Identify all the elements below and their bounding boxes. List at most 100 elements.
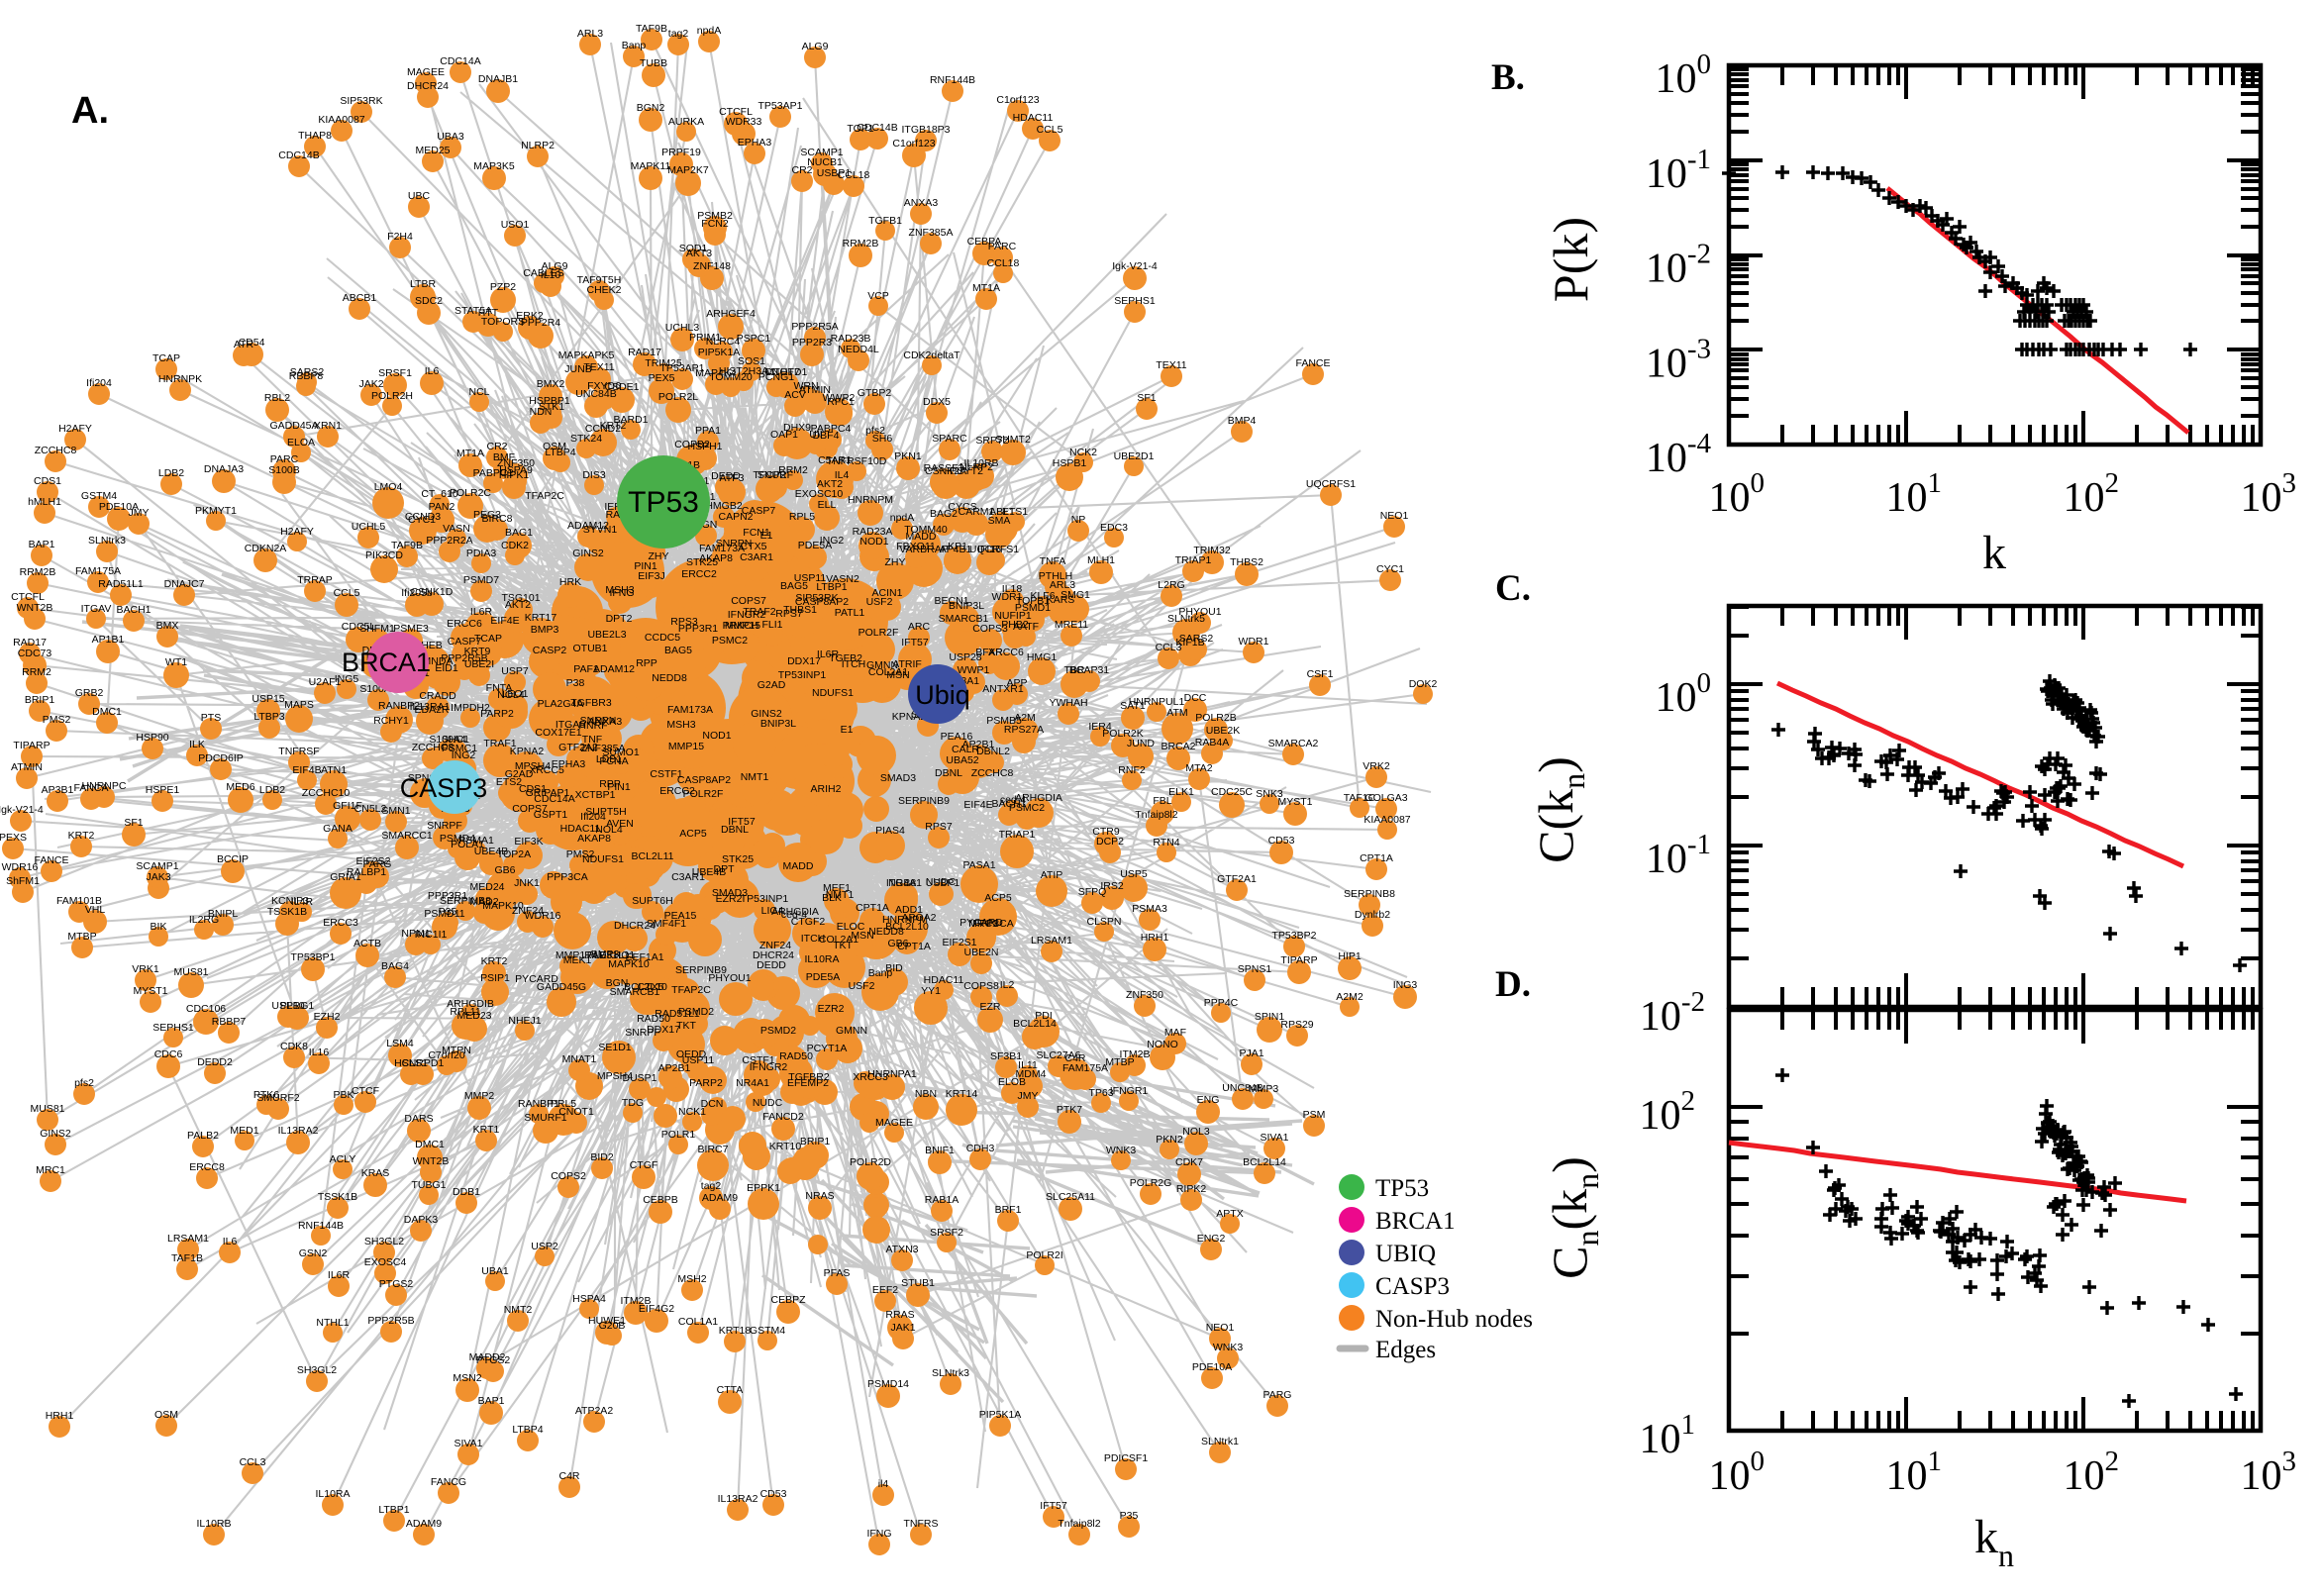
svg-text:UBE4B: UBE4B — [474, 846, 508, 857]
svg-text:ARHGEF4: ARHGEF4 — [706, 308, 756, 320]
svg-text:XRCC5: XRCC5 — [529, 764, 564, 776]
svg-text:PJA1: PJA1 — [1239, 1047, 1263, 1059]
svg-text:HNRNPUL1: HNRNPUL1 — [1129, 696, 1185, 708]
svg-text:UBE2L3: UBE2L3 — [587, 629, 626, 641]
svg-text:COPB2: COPB2 — [674, 439, 710, 450]
svg-text:BAG2: BAG2 — [930, 508, 958, 520]
svg-text:PSMD14: PSMD14 — [867, 1378, 909, 1390]
svg-text:MYST1: MYST1 — [133, 985, 167, 997]
svg-text:CDC5L: CDC5L — [342, 621, 376, 633]
svg-text:SOS1: SOS1 — [738, 355, 765, 367]
svg-text:CCDC5: CCDC5 — [645, 632, 680, 644]
svg-text:IRS2: IRS2 — [1100, 880, 1124, 892]
svg-text:BNIP3L: BNIP3L — [949, 600, 984, 612]
svg-text:IL10RA: IL10RA — [804, 953, 839, 965]
svg-text:EDA2R: EDA2R — [414, 704, 449, 716]
svg-text:PFAS: PFAS — [824, 1267, 851, 1279]
svg-text:S100A4: S100A4 — [429, 734, 466, 746]
svg-text:RRM2B: RRM2B — [843, 238, 879, 249]
svg-text:PMS2: PMS2 — [43, 714, 71, 726]
svg-text:D.: D. — [1495, 964, 1531, 1005]
svg-text:VHL: VHL — [85, 904, 106, 916]
svg-text:CTGF: CTGF — [630, 1159, 658, 1171]
svg-text:POLR2F: POLR2F — [858, 627, 899, 639]
svg-text:AKT2: AKT2 — [817, 478, 843, 490]
svg-text:P(k): P(k) — [1543, 217, 1598, 302]
svg-text:STUB1: STUB1 — [901, 1277, 935, 1289]
svg-text:RAD23B: RAD23B — [831, 333, 871, 345]
svg-text:RRM2: RRM2 — [778, 464, 808, 476]
svg-text:PSMB5: PSMB5 — [986, 715, 1022, 727]
svg-text:SLNtrk5: SLNtrk5 — [1167, 613, 1205, 625]
svg-text:TKT: TKT — [833, 940, 853, 951]
svg-text:EIF4E: EIF4E — [963, 799, 992, 811]
svg-text:DUSP1: DUSP1 — [622, 1072, 656, 1084]
svg-text:TGFBR2: TGFBR2 — [788, 1071, 830, 1083]
svg-text:YWHAH: YWHAH — [1049, 697, 1087, 709]
svg-text:MSN2: MSN2 — [453, 1372, 481, 1384]
svg-text:COPS7: COPS7 — [512, 803, 548, 815]
svg-text:LTBP3: LTBP3 — [253, 711, 284, 723]
svg-text:FANCE: FANCE — [1295, 357, 1330, 369]
svg-text:RPS7: RPS7 — [775, 608, 803, 620]
svg-text:PIP5K1A: PIP5K1A — [979, 1409, 1022, 1421]
svg-text:RIPK2: RIPK2 — [1176, 1183, 1207, 1195]
svg-text:CSDE1: CSDE1 — [604, 381, 639, 393]
svg-text:WNK3: WNK3 — [1106, 1145, 1136, 1156]
svg-text:UBE2D1: UBE2D1 — [1114, 450, 1155, 462]
svg-text:ING3: ING3 — [1393, 979, 1418, 991]
svg-text:GB6: GB6 — [887, 938, 908, 949]
svg-text:HCLS1: HCLS1 — [394, 1057, 428, 1069]
svg-text:SNRPF: SNRPF — [625, 1027, 660, 1039]
svg-text:HSPA9: HSPA9 — [499, 464, 533, 476]
svg-text:BCAP31: BCAP31 — [1069, 664, 1109, 676]
svg-text:MSH2: MSH2 — [677, 1273, 706, 1285]
svg-text:CLSPN: CLSPN — [1086, 916, 1121, 928]
svg-text:TIPARP: TIPARP — [1280, 954, 1317, 966]
svg-text:ENG2: ENG2 — [1197, 1233, 1226, 1245]
svg-text:CDC14B: CDC14B — [857, 122, 897, 134]
svg-text:DBNL: DBNL — [935, 767, 962, 779]
svg-text:MED25: MED25 — [415, 145, 450, 156]
svg-text:pfs2: pfs2 — [865, 425, 885, 437]
svg-text:DOK2: DOK2 — [1409, 678, 1438, 690]
svg-text:101: 101 — [1886, 1446, 1943, 1499]
svg-text:PPP3R1: PPP3R1 — [428, 890, 467, 902]
svg-text:HDAC11: HDAC11 — [924, 974, 964, 986]
svg-text:STK24: STK24 — [570, 433, 602, 445]
svg-text:PIP5K1A: PIP5K1A — [698, 347, 741, 358]
svg-text:PLRG1: PLRG1 — [280, 1000, 315, 1012]
svg-text:ARC: ARC — [908, 621, 931, 633]
svg-text:GSPT1: GSPT1 — [534, 809, 568, 821]
svg-text:BCL2L14: BCL2L14 — [1013, 1018, 1057, 1030]
svg-text:Non-Hub nodes: Non-Hub nodes — [1375, 1306, 1533, 1333]
svg-text:INC1I1: INC1I1 — [415, 929, 448, 941]
svg-text:ZNF350: ZNF350 — [1126, 989, 1163, 1001]
svg-text:IL16: IL16 — [309, 1047, 330, 1058]
svg-text:PSMD7: PSMD7 — [463, 574, 499, 586]
svg-text:RPP: RPP — [636, 657, 657, 669]
svg-text:CTGF2: CTGF2 — [791, 916, 826, 928]
svg-text:Banp: Banp — [868, 967, 893, 979]
svg-text:Banp: Banp — [622, 40, 647, 51]
svg-text:PIK3CD: PIK3CD — [365, 549, 403, 561]
svg-text:ARHGDIA: ARHGDIA — [1015, 792, 1062, 804]
svg-text:DDB1: DDB1 — [453, 1186, 480, 1198]
svg-text:TRIAP1: TRIAP1 — [999, 829, 1036, 841]
svg-text:CSTF1: CSTF1 — [742, 1054, 774, 1066]
svg-text:SPNS1: SPNS1 — [1238, 963, 1272, 975]
svg-text:CDS1: CDS1 — [519, 783, 547, 795]
svg-text:TUBB: TUBB — [640, 57, 667, 69]
svg-text:NOL3: NOL3 — [1182, 1126, 1210, 1138]
svg-text:NMT1: NMT1 — [826, 889, 855, 901]
svg-text:ATM: ATM — [1166, 707, 1187, 719]
svg-text:PIAS4: PIAS4 — [875, 825, 905, 837]
svg-text:NP: NP — [1071, 514, 1086, 526]
svg-text:UNC84B: UNC84B — [575, 388, 616, 400]
svg-text:RBBP8: RBBP8 — [289, 370, 324, 382]
svg-text:MPSH4: MPSH4 — [597, 1070, 633, 1082]
svg-text:CCL3: CCL3 — [240, 1456, 266, 1468]
svg-text:PDICSF1: PDICSF1 — [1104, 1452, 1149, 1464]
svg-text:MTHFD1: MTHFD1 — [765, 366, 808, 378]
svg-text:DPT2: DPT2 — [606, 613, 633, 625]
